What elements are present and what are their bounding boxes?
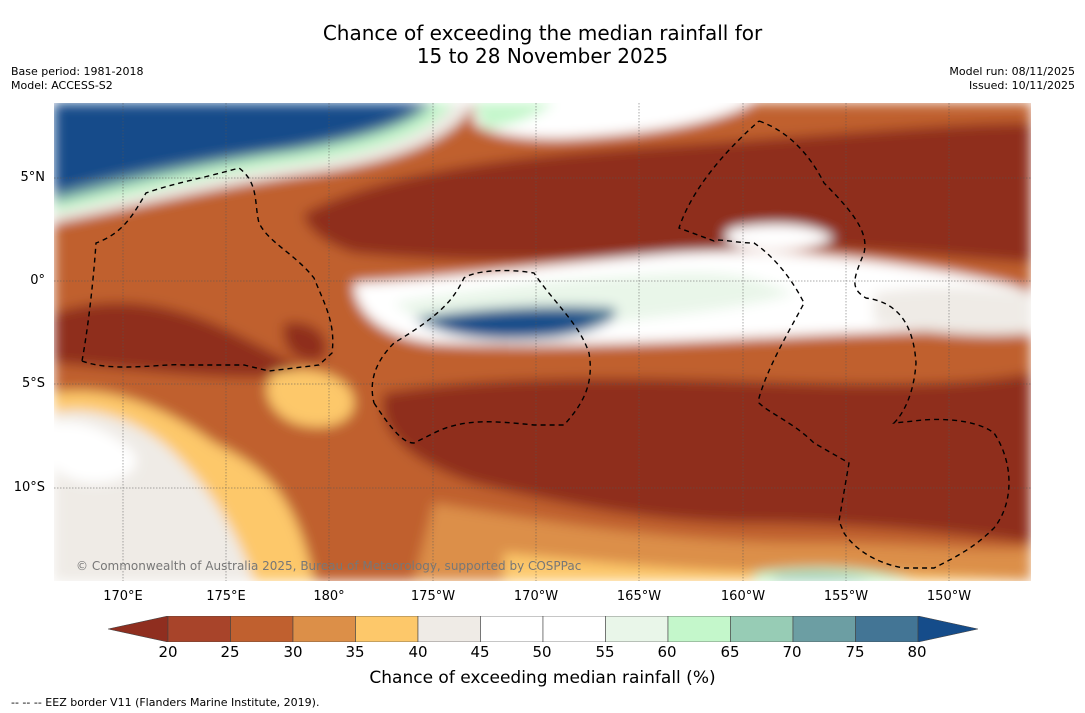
colorbar-tick-50: 50 — [532, 643, 552, 661]
colorbar-cell — [792, 616, 856, 642]
colorbar-extend-low — [108, 616, 169, 642]
model-name: Model: ACCESS-S2 — [11, 79, 113, 92]
colorbar-extend-high — [917, 616, 978, 642]
rainfall-map: © Commonwealth of Australia 2025, Bureau… — [54, 103, 1031, 581]
colorbar-tick-80: 80 — [907, 643, 927, 661]
colorbar-cell — [480, 616, 544, 642]
colorbar-tick-60: 60 — [657, 643, 677, 661]
eez-kiribati-gilbert — [81, 167, 334, 372]
colorbar-tick-75: 75 — [845, 643, 865, 661]
title-line-1: Chance of exceeding the median rainfall … — [322, 21, 763, 45]
lat-label-5s: 5°S — [21, 376, 45, 391]
colorbar-cell — [230, 616, 294, 642]
colorbar-tick-70: 70 — [782, 643, 802, 661]
colorbar-cell — [167, 616, 231, 642]
eez-line-islands — [678, 120, 1010, 569]
colorbar-cell — [292, 616, 356, 642]
meta-right: Model run: 08/11/2025 Issued: 10/11/2025 — [949, 65, 1075, 93]
colorbar-cell — [605, 616, 669, 642]
eez-footnote: -- -- -- EEZ border V11 (Flanders Marine… — [11, 696, 320, 709]
lon-label-170e: 170°E — [103, 589, 143, 604]
colorbar-tick-55: 55 — [595, 643, 615, 661]
colorbar-label: Chance of exceeding median rainfall (%) — [369, 668, 716, 688]
meta-left: Base period: 1981-2018 Model: ACCESS-S2 — [11, 65, 143, 93]
graticule — [54, 103, 1031, 581]
lat-label-0: 0° — [30, 273, 45, 288]
colorbar-tick-40: 40 — [408, 643, 428, 661]
colorbar-cell — [730, 616, 794, 642]
colorbar-tick-20: 20 — [158, 643, 178, 661]
eez-borders — [81, 120, 1010, 569]
probability-field — [54, 103, 1031, 581]
lon-label-180: 180° — [313, 589, 345, 604]
title-line-2: 15 to 28 November 2025 — [416, 44, 669, 68]
colorbar-cell — [855, 616, 919, 642]
colorbar-tick-25: 25 — [220, 643, 240, 661]
colorbar-tick-35: 35 — [345, 643, 365, 661]
lon-label-175w: 175°W — [410, 589, 456, 604]
copyright-text: © Commonwealth of Australia 2025, Bureau… — [76, 559, 581, 573]
lon-label-165w: 165°W — [616, 589, 662, 604]
lon-label-160w: 160°W — [720, 589, 766, 604]
eez-phoenix — [371, 269, 591, 444]
colorbar-tick-65: 65 — [720, 643, 740, 661]
model-run: Model run: 08/11/2025 — [949, 65, 1075, 78]
colorbar-cell — [355, 616, 419, 642]
lat-label-5n: 5°N — [20, 170, 46, 185]
colorbar-cell — [667, 616, 731, 642]
issued-date: Issued: 10/11/2025 — [968, 79, 1075, 92]
colorbar-tick-30: 30 — [283, 643, 303, 661]
lon-label-170w: 170°W — [513, 589, 559, 604]
colorbar-tick-45: 45 — [470, 643, 490, 661]
lon-label-175e: 175°E — [206, 589, 246, 604]
map-title: Chance of exceeding the median rainfall … — [0, 22, 1085, 68]
lat-label-10s: 10°S — [13, 480, 45, 495]
colorbar — [108, 616, 978, 642]
lon-label-155w: 155°W — [823, 589, 869, 604]
lon-label-150w: 150°W — [926, 589, 972, 604]
colorbar-cell — [542, 616, 606, 642]
colorbar-cell — [417, 616, 481, 642]
base-period: Base period: 1981-2018 — [11, 65, 144, 78]
